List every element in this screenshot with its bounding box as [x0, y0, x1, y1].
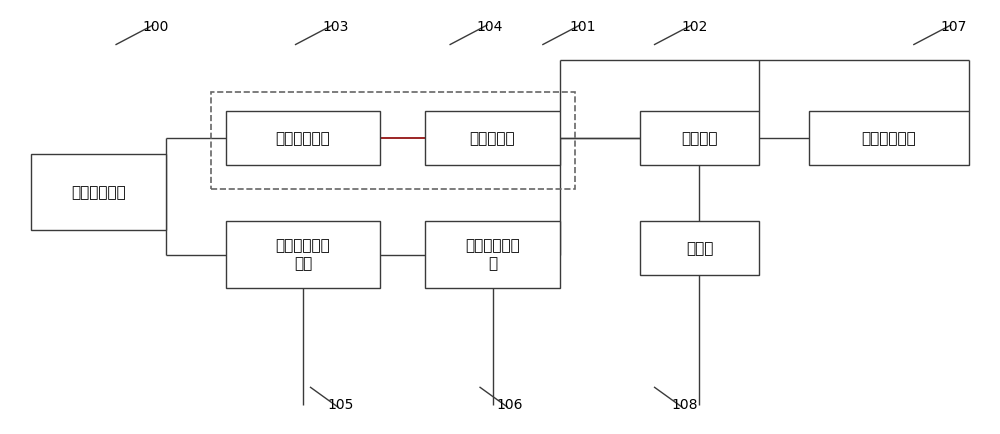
- Text: 104: 104: [477, 20, 503, 34]
- Text: 副检测电路: 副检测电路: [470, 131, 515, 146]
- Text: 函数确定模块: 函数确定模块: [862, 131, 916, 146]
- Text: 108: 108: [671, 398, 698, 411]
- Text: 射线束分割器: 射线束分割器: [71, 185, 126, 200]
- Text: 105: 105: [327, 398, 354, 411]
- Bar: [809, 112, 969, 165]
- Bar: [226, 221, 380, 288]
- Bar: [425, 112, 560, 165]
- Text: 第一主射线探
测器: 第一主射线探 测器: [276, 239, 330, 271]
- Text: 106: 106: [497, 398, 523, 411]
- Bar: [31, 155, 166, 230]
- Text: 102: 102: [681, 20, 708, 34]
- Text: 100: 100: [143, 20, 169, 34]
- Bar: [640, 112, 759, 165]
- Text: 存储器: 存储器: [686, 241, 713, 256]
- Text: 副射线探测器: 副射线探测器: [276, 131, 330, 146]
- Text: 107: 107: [941, 20, 967, 34]
- Bar: [211, 92, 575, 189]
- Bar: [640, 221, 759, 275]
- Text: 第一主检测电
路: 第一主检测电 路: [465, 239, 520, 271]
- Text: 101: 101: [570, 20, 596, 34]
- Text: 校正模块: 校正模块: [681, 131, 718, 146]
- Text: 103: 103: [322, 20, 349, 34]
- Bar: [226, 112, 380, 165]
- Bar: [425, 221, 560, 288]
